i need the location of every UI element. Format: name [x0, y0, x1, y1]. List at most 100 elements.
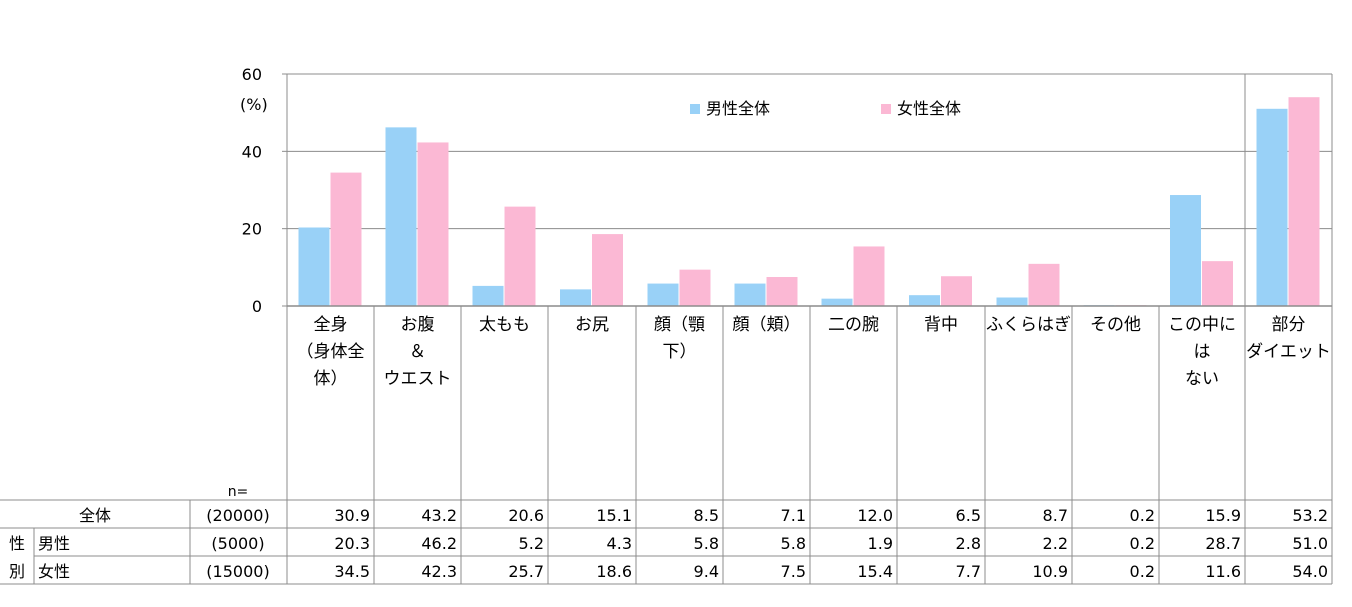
table-cell: 5.8 — [694, 534, 719, 553]
table-cell: 0.2 — [1130, 506, 1155, 525]
category-label: その他 — [1090, 315, 1141, 335]
table-cell: 5.8 — [781, 534, 806, 553]
category-label: ふくらはぎ — [986, 315, 1071, 335]
y-axis-unit: (%) — [240, 95, 268, 114]
table-cell: 10.9 — [1032, 562, 1068, 581]
table-cell: 18.6 — [596, 562, 632, 581]
bar-male — [821, 298, 853, 306]
bar-male — [1170, 195, 1201, 306]
legend-label-male: 男性全体 — [706, 99, 770, 118]
table-cell: 2.2 — [1043, 534, 1068, 553]
y-tick-label: 40 — [242, 142, 262, 161]
bar-female — [1028, 263, 1060, 306]
bar-female — [679, 269, 711, 306]
bar-male — [298, 227, 330, 306]
bar-female — [417, 142, 449, 306]
table-cell: 7.7 — [956, 562, 981, 581]
group-label: 性 — [9, 534, 25, 553]
legend: 男性全体 女性全体 — [690, 99, 961, 118]
table-cell: 34.5 — [334, 562, 370, 581]
table-cell: 11.6 — [1205, 562, 1241, 581]
category-label: 顔（頬） — [733, 315, 801, 335]
table-cell: 54.0 — [1292, 562, 1328, 581]
n-label: n= — [228, 484, 249, 500]
table-cell: 20.3 — [334, 534, 370, 553]
bar-female — [330, 172, 362, 306]
y-tick-label: 20 — [242, 220, 262, 239]
y-tick-label: 0 — [252, 297, 262, 316]
table-cell: 0.2 — [1130, 534, 1155, 553]
bar-male — [1256, 108, 1288, 306]
table-cell: 25.7 — [508, 562, 544, 581]
table-cell: 7.1 — [781, 506, 806, 525]
table-cell: 53.2 — [1292, 506, 1328, 525]
bar-male — [996, 297, 1028, 306]
table-cell: 8.5 — [694, 506, 719, 525]
legend-swatch-female — [881, 104, 891, 114]
bar-male — [472, 285, 504, 306]
table-cell: 4.3 — [607, 534, 632, 553]
category-label: 下） — [663, 342, 697, 362]
category-label: ダイエット — [1246, 342, 1331, 362]
table-cell: 0.2 — [1130, 562, 1155, 581]
table-cell: 15.9 — [1205, 506, 1241, 525]
y-tick-label: 60 — [242, 65, 262, 84]
category-label: 顔（顎 — [654, 315, 705, 335]
bar-female — [1288, 97, 1320, 306]
bar-male — [385, 127, 417, 306]
category-label: 部分 — [1272, 315, 1306, 335]
table-cell: 43.2 — [421, 506, 457, 525]
row-n: (15000) — [206, 562, 269, 581]
group-label: 別 — [9, 562, 25, 581]
bar-female — [504, 206, 536, 306]
row-n: (20000) — [206, 506, 269, 525]
category-label: お尻 — [575, 315, 609, 335]
table-cell: 12.0 — [857, 506, 893, 525]
axes: 0 20 40 60 — [242, 65, 1333, 584]
table-cell: 46.2 — [421, 534, 457, 553]
row-n: (5000) — [211, 534, 264, 553]
table-cell: 6.5 — [956, 506, 981, 525]
bar-female — [766, 277, 798, 306]
category-label: ウエスト — [384, 369, 452, 389]
category-label: 体） — [314, 369, 348, 389]
table-cell: 28.7 — [1205, 534, 1241, 553]
table-cell: 15.4 — [857, 562, 893, 581]
bar-male — [734, 283, 766, 306]
category-label: この中に — [1168, 315, 1236, 335]
bar-male — [647, 283, 679, 306]
category-label: お腹 — [401, 315, 435, 335]
category-label: 二の腕 — [828, 315, 879, 335]
bar-male — [560, 289, 591, 306]
legend-swatch-male — [690, 104, 700, 114]
category-label: ＆ — [409, 342, 426, 362]
table-cell: 30.9 — [334, 506, 370, 525]
table-cell: 1.9 — [868, 534, 893, 553]
bar-female — [853, 246, 885, 306]
table-cell: 20.6 — [508, 506, 544, 525]
table-cell: 15.1 — [596, 506, 632, 525]
category-label: 全身 — [314, 315, 348, 335]
category-label: （身体全 — [297, 342, 365, 362]
table-cell: 8.7 — [1043, 506, 1068, 525]
table-cell: 42.3 — [421, 562, 457, 581]
row-label: 女性 — [38, 562, 70, 581]
table-cell: 51.0 — [1292, 534, 1328, 553]
category-label: ない — [1185, 369, 1219, 389]
bar-female — [1202, 261, 1233, 306]
category-label: 背中 — [924, 315, 958, 335]
legend-label-female: 女性全体 — [897, 99, 961, 118]
category-label: は — [1194, 342, 1211, 362]
table-cell: 7.5 — [781, 562, 806, 581]
data-table: n= 性別 全体 (20000) 30.9 43.2 20.6 15.1 8.5 7.1 12.0 6… — [0, 484, 1332, 585]
category-label: 太もも — [479, 315, 530, 335]
row-label: 全体 — [79, 506, 111, 525]
bar-female — [592, 234, 623, 306]
table-cell: 2.8 — [956, 534, 981, 553]
bar-female — [941, 276, 972, 306]
row-label: 男性 — [38, 534, 70, 553]
category-labels: 全身 （身体全体） お腹 ＆ ウエスト 太もも お尻 顔（顎下） 顔（頬） 二の腕 背中 ふくらはぎそ… — [297, 315, 1331, 389]
bars — [298, 97, 1320, 306]
bar-male — [909, 295, 940, 306]
